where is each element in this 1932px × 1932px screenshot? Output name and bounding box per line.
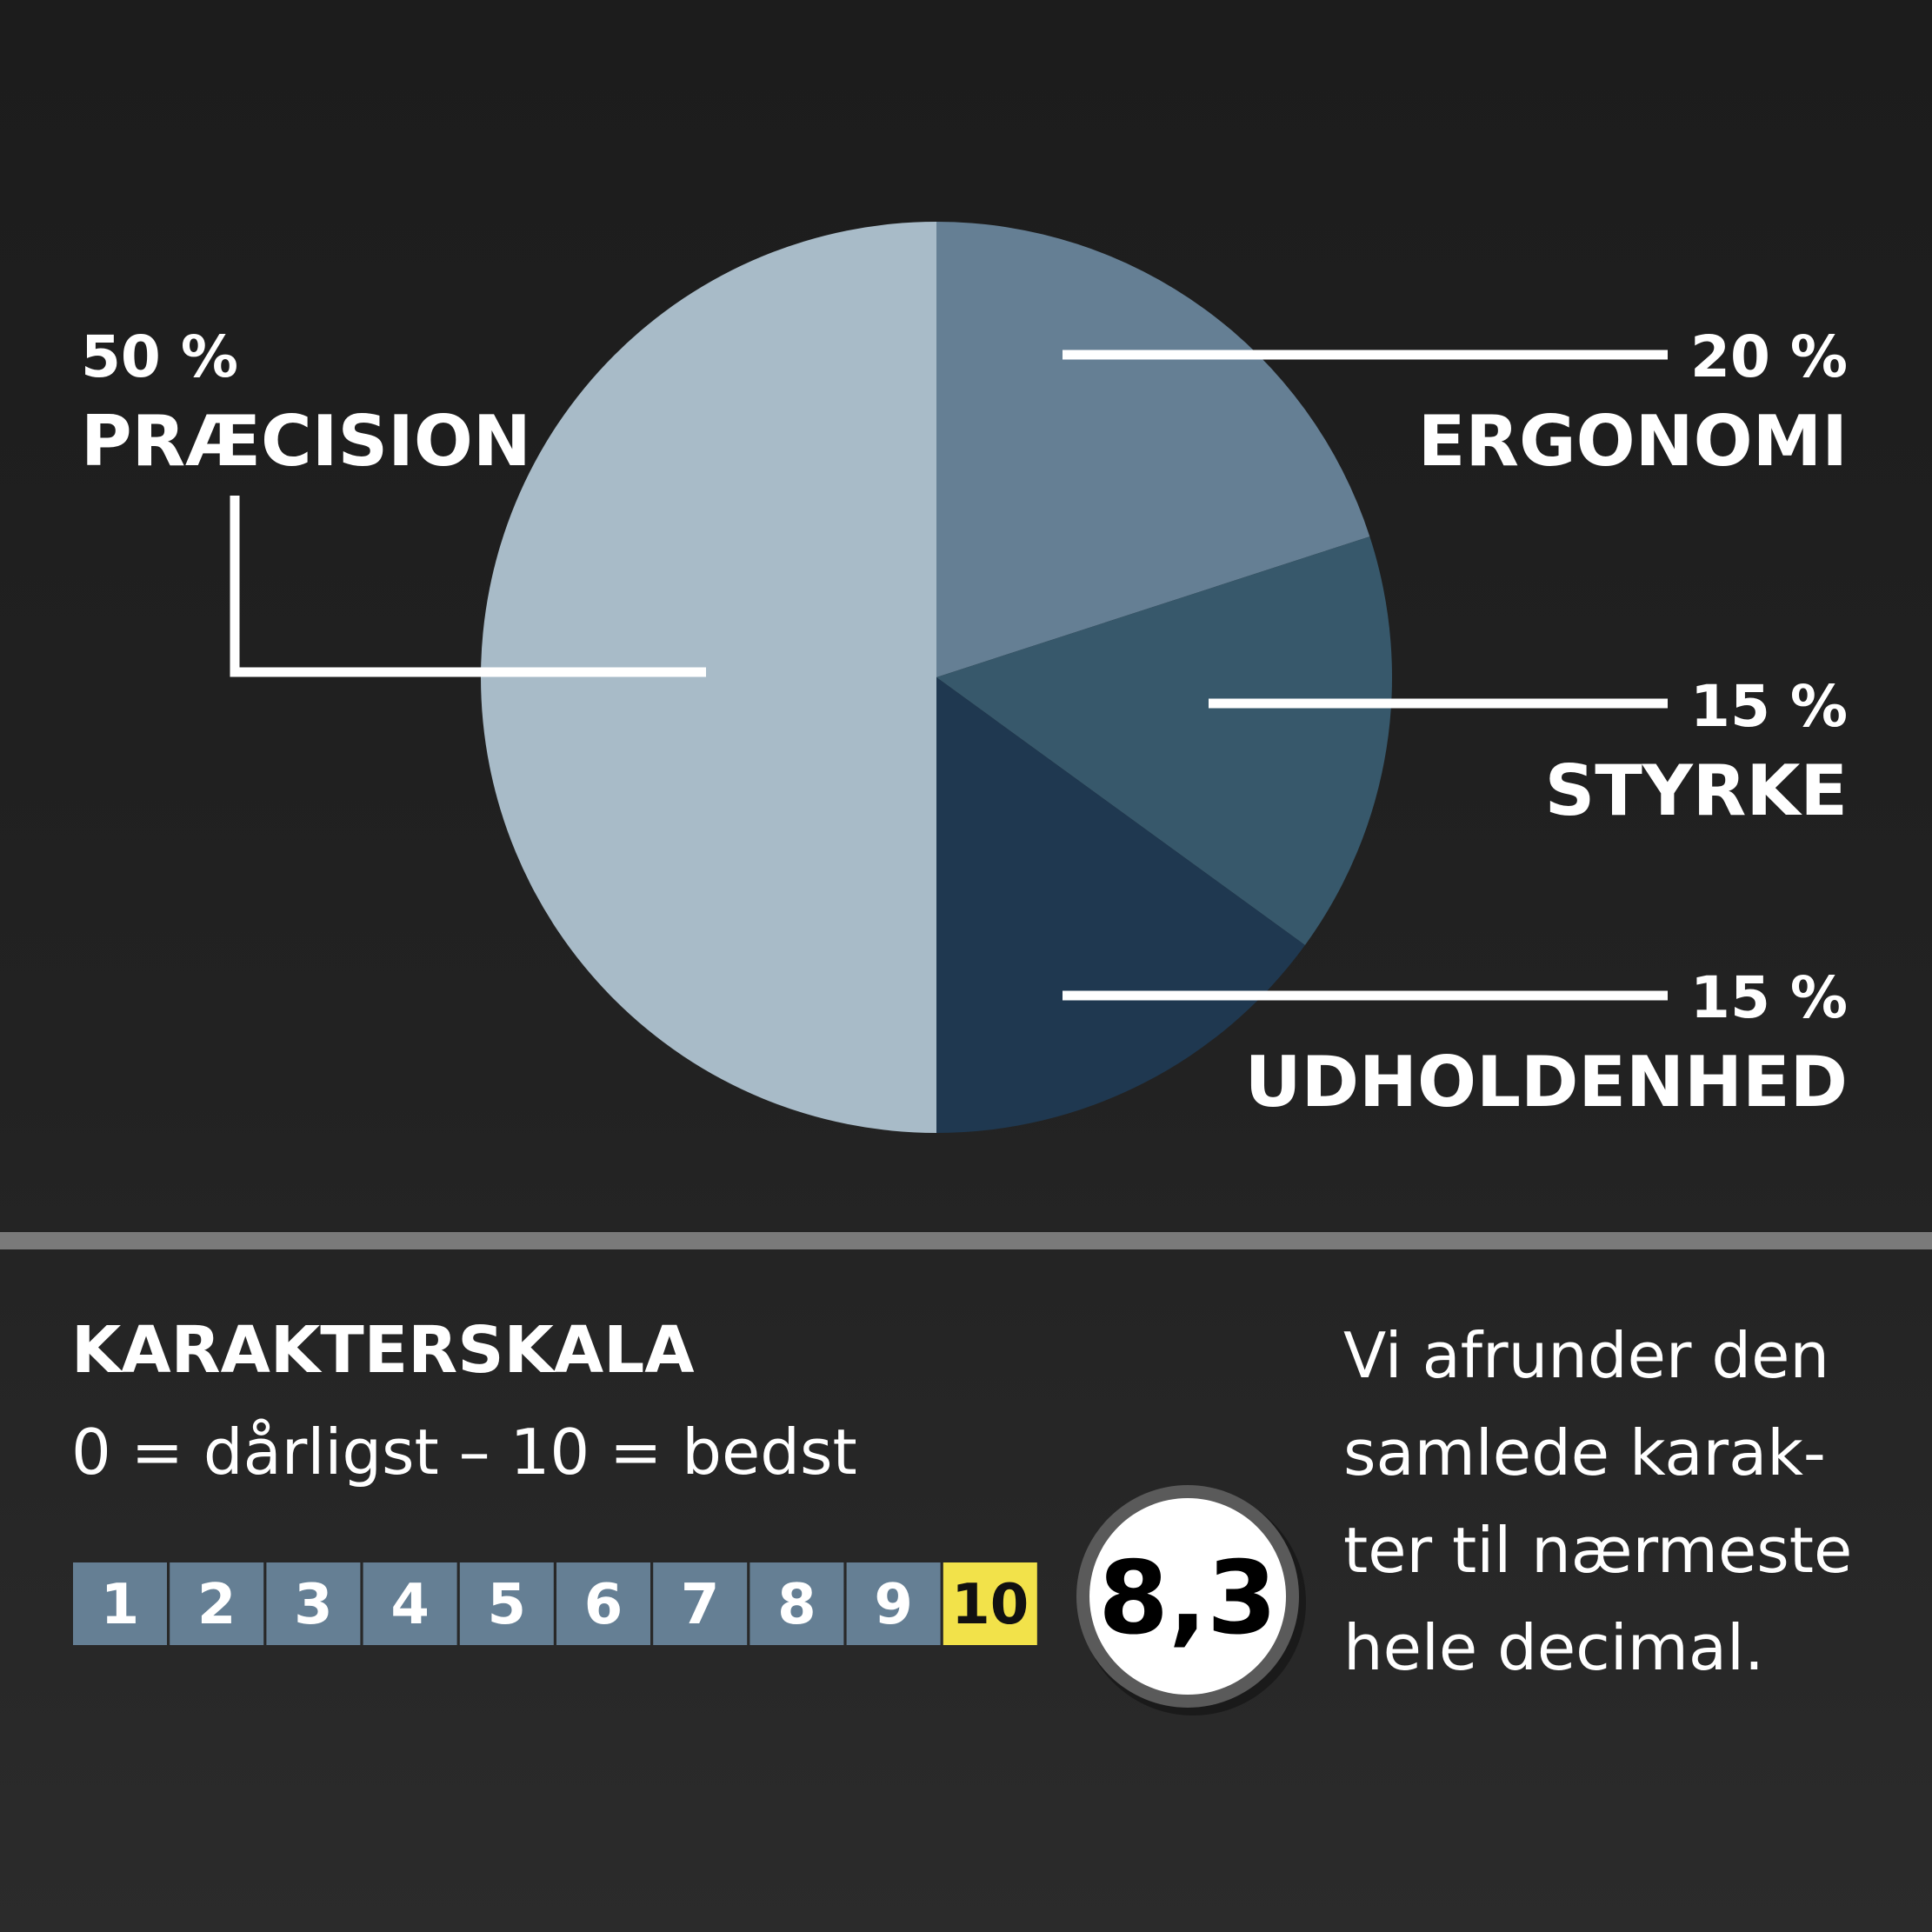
leader-line-precision [230,496,706,677]
note-line: Vi afrunder den [1343,1319,1829,1392]
grade-box-7 [653,1562,748,1645]
grade-box-label: 8 [777,1573,816,1637]
grade-box-3 [266,1562,361,1645]
pie-slice-udholdenhed [936,677,1305,1133]
grade-box-label: 1 [101,1573,140,1637]
slice-pct: 20 % [1690,323,1848,390]
grade-box-label: 2 [197,1573,237,1637]
slice-name: ERGONOMI [1418,401,1848,482]
grade-box-1 [73,1562,167,1645]
grade-box-label: 9 [874,1573,913,1637]
grade-box-label: 5 [488,1573,527,1637]
pie-chart [481,222,1392,1133]
slice-label-styrke: 15 % STYRKE [1545,673,1848,831]
grade-scale: 1 2 3 4 5 6 7 8 9 10 [73,1562,1037,1645]
grade-box-10 [943,1562,1037,1645]
pie-slice-styrke [936,536,1392,945]
grade-box-5 [459,1562,554,1645]
grade-box-label: 10 [951,1573,1029,1637]
grade-box-label: 3 [294,1573,333,1637]
grade-box-8 [749,1562,844,1645]
slice-pct: 15 % [1690,673,1848,740]
score-badge: 8,3 [1076,1485,1306,1715]
slice-name: PRÆCISION [81,401,531,482]
leader-lines [230,350,1668,1001]
slice-pct: 15 % [1690,964,1848,1031]
score-value: 8,3 [1098,1540,1277,1657]
score-badge-face [1089,1498,1286,1695]
slice-pct: 50 % [81,323,238,390]
note-line: hele decimal. [1343,1611,1764,1684]
note-line: ter til nærmeste [1343,1514,1852,1587]
grade-box-label: 4 [390,1573,430,1637]
grade-box-label: 6 [584,1573,623,1637]
note-line: samlede karak- [1343,1416,1826,1489]
grade-box-2 [170,1562,264,1645]
slice-name: STYRKE [1545,750,1848,831]
scale-title: KARAKTERSKALA [71,1313,695,1388]
slice-name: UDHOLDENHED [1245,1042,1848,1123]
rounding-note: Vi afrunder den samlede karak- ter til n… [1343,1319,1852,1684]
pie-slice-ergonomi [936,222,1370,677]
slice-label-ergonomi: 20 % ERGONOMI [1418,323,1848,482]
slice-label-precision: 50 % PRÆCISION [81,323,531,482]
grade-box-4 [363,1562,457,1645]
section-divider [0,1232,1932,1249]
grade-box-9 [846,1562,941,1645]
slice-label-udholdenhed: 15 % UDHOLDENHED [1245,964,1848,1123]
grade-box-6 [556,1562,650,1645]
grade-box-label: 7 [681,1573,720,1637]
scale-subtitle: 0 = dårligst – 10 = bedst [71,1416,857,1489]
pie-slice-præcision [481,222,936,1133]
